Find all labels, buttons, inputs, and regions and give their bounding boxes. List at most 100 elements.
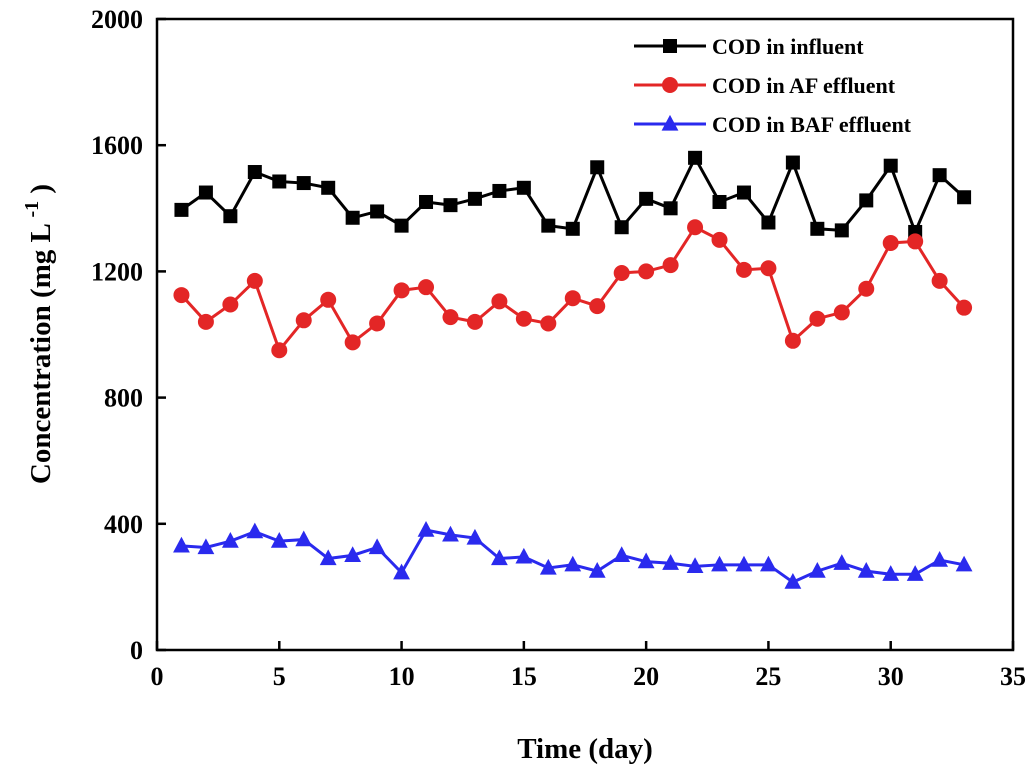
- data-point: [321, 180, 336, 195]
- data-point: [198, 185, 213, 200]
- y-tick-label: 400: [104, 510, 143, 539]
- data-point: [466, 528, 484, 545]
- plot-frame: [155, 17, 1015, 652]
- data-point: [539, 558, 557, 575]
- data-point: [221, 532, 239, 548]
- series-line: [180, 154, 966, 237]
- data-point: [320, 291, 337, 308]
- data-point: [173, 536, 190, 553]
- data-point: [491, 549, 508, 566]
- data-point: [197, 538, 215, 555]
- data-point: [663, 201, 678, 216]
- x-tick-label: 35: [1000, 662, 1026, 691]
- data-point: [173, 287, 190, 304]
- data-point: [247, 165, 262, 180]
- x-tick-label: 5: [273, 662, 286, 691]
- data-point: [418, 279, 435, 296]
- data-point: [882, 565, 900, 581]
- data-point: [808, 562, 826, 578]
- x-tick-label: 25: [755, 662, 781, 691]
- data-point: [638, 263, 655, 280]
- x-axis-title: Time (day): [517, 733, 653, 765]
- svg-text:Concentration (mg L -1: Concentration (mg L -1 ): [13, 184, 57, 484]
- data-point: [833, 554, 851, 570]
- y-axis-title-close: ): [25, 184, 57, 194]
- data-point: [541, 218, 556, 233]
- data-point: [467, 191, 482, 206]
- data-point: [540, 315, 557, 332]
- data-point: [369, 315, 386, 332]
- data-point: [906, 565, 924, 581]
- legend-swatch-marker: [661, 114, 679, 131]
- y-axis-title: Concentration (mg L -1 ): [13, 184, 57, 484]
- data-point: [370, 204, 385, 219]
- data-point: [296, 176, 311, 191]
- data-point: [417, 520, 435, 537]
- data-point: [857, 562, 875, 578]
- data-point: [688, 150, 703, 165]
- data-point: [760, 555, 777, 572]
- series-2: [173, 219, 973, 359]
- data-point: [515, 547, 533, 564]
- data-point: [368, 538, 386, 555]
- data-point: [614, 220, 629, 235]
- data-point: [565, 221, 580, 236]
- data-point: [955, 555, 973, 572]
- data-point: [712, 194, 727, 209]
- data-point: [270, 532, 288, 548]
- data-point: [761, 215, 776, 230]
- series-line: [180, 225, 966, 354]
- data-point: [442, 309, 459, 326]
- legend: COD in influent COD in AF effluent COD in …: [634, 34, 912, 137]
- data-point: [810, 221, 825, 236]
- data-point: [419, 194, 434, 209]
- data-point: [882, 235, 899, 252]
- data-point: [686, 557, 704, 574]
- y-tick-label: 1200: [91, 257, 143, 286]
- data-point: [639, 191, 654, 206]
- data-point: [907, 233, 924, 250]
- data-point: [319, 549, 337, 566]
- y-axis-title-superscript: -1: [21, 201, 43, 218]
- data-point: [785, 155, 800, 170]
- x-tick-label: 20: [633, 662, 659, 691]
- y-tick-label: 0: [130, 636, 143, 665]
- data-point: [613, 264, 630, 281]
- data-point: [394, 218, 409, 233]
- data-point: [834, 223, 849, 238]
- legend-label: COD in influent: [712, 34, 864, 59]
- data-point: [588, 562, 606, 578]
- data-point: [932, 168, 947, 183]
- data-point: [393, 563, 410, 580]
- data-point: [515, 310, 532, 327]
- data-point: [295, 312, 312, 329]
- data-point: [223, 209, 238, 224]
- data-point: [858, 280, 875, 297]
- series-1: [174, 150, 972, 239]
- axes-layer: 0 5 10 15 20 25 30 35 0 400 800 1200 1600 2000: [91, 5, 1026, 691]
- data-point: [784, 573, 802, 589]
- data-point: [272, 174, 287, 189]
- data-point: [590, 160, 605, 175]
- data-point: [736, 185, 751, 200]
- data-point: [246, 272, 263, 289]
- x-tick-label: 0: [151, 662, 164, 691]
- data-point: [197, 313, 214, 330]
- data-point: [174, 202, 189, 217]
- data-point: [637, 552, 655, 569]
- data-point: [246, 522, 264, 539]
- data-point: [492, 183, 507, 198]
- legend-label: COD in BAF effluent: [712, 112, 912, 137]
- data-point: [589, 298, 606, 315]
- data-point: [711, 555, 728, 572]
- legend-item: COD in AF effluent: [634, 73, 896, 98]
- y-axis-title-main: Concentration (mg L: [25, 223, 57, 484]
- data-point: [564, 555, 582, 572]
- data-point: [516, 180, 531, 195]
- data-point: [344, 546, 362, 562]
- data-point: [344, 334, 361, 351]
- data-point: [564, 290, 581, 307]
- data-point: [491, 293, 508, 310]
- series-3: [173, 520, 973, 589]
